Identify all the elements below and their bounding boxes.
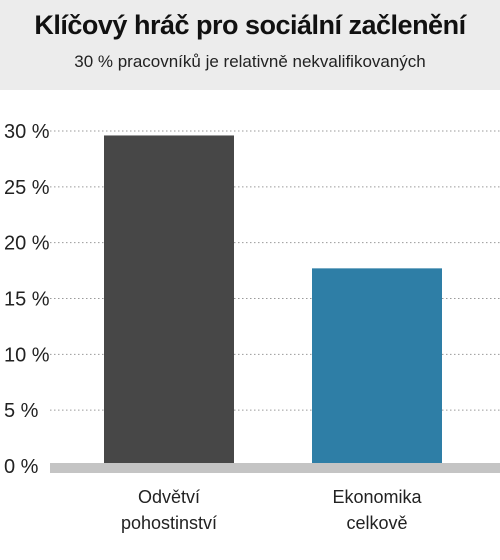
y-tick-label: 15 % xyxy=(4,289,50,311)
x-category-label: Ekonomika xyxy=(332,487,422,507)
chart-subtitle: 30 % pracovníků je relativně nekvalifiko… xyxy=(74,52,426,71)
y-tick-label: 5 % xyxy=(4,400,39,422)
y-tick-label: 25 % xyxy=(4,177,50,199)
chart-title: Klíčový hráč pro sociální začlenění xyxy=(34,10,466,40)
x-category-label: Odvětví xyxy=(138,487,200,507)
x-axis-baseline xyxy=(50,463,500,473)
header-band: Klíčový hráč pro sociální začlenění 30 %… xyxy=(0,0,500,90)
bar xyxy=(312,268,442,466)
y-tick-label: 20 % xyxy=(4,233,50,255)
x-category-label: pohostinství xyxy=(121,513,217,533)
y-tick-label: 30 % xyxy=(4,121,50,143)
bar xyxy=(104,135,234,466)
y-tick-label: 0 % xyxy=(4,456,39,478)
x-category-label: celkově xyxy=(346,513,407,533)
y-tick-label: 10 % xyxy=(4,344,50,366)
